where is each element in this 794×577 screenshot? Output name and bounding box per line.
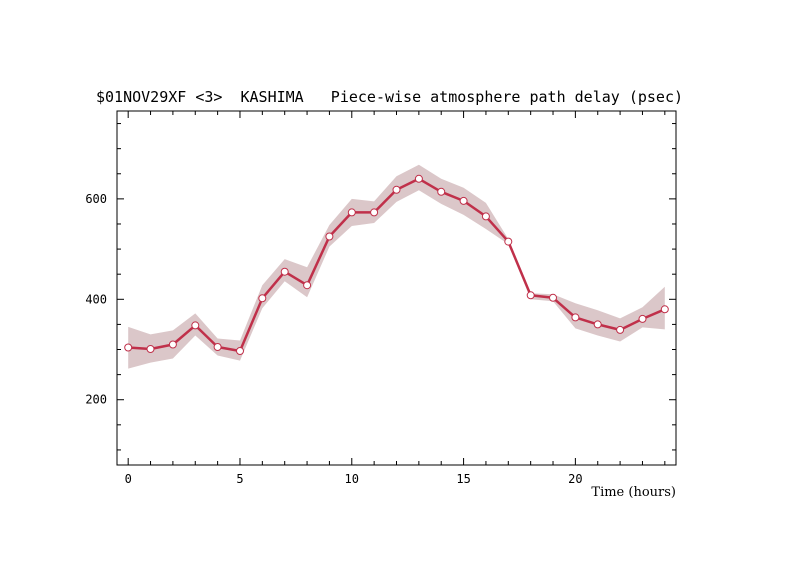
data-point <box>414 174 423 183</box>
data-point <box>571 313 580 322</box>
uncertainty-band <box>128 164 665 369</box>
x-tick-label: 20 <box>568 472 582 486</box>
data-point <box>347 208 356 217</box>
data-point <box>481 212 490 221</box>
data-point <box>549 293 557 302</box>
data-point <box>504 237 513 246</box>
data-point <box>124 343 133 352</box>
data-point <box>370 208 379 217</box>
x-tick-label: 0 <box>125 472 132 486</box>
data-point <box>526 291 535 300</box>
data-point <box>437 187 446 196</box>
plot-area: 0 5 10 15 20 200 400 600 <box>85 110 677 486</box>
data-point <box>236 347 244 355</box>
data-point <box>191 321 200 330</box>
data-point <box>616 325 625 334</box>
data-point <box>660 305 669 314</box>
x-tick-label: 5 <box>236 472 243 486</box>
data-point <box>146 345 155 353</box>
data-point <box>325 232 334 241</box>
data-point <box>258 294 267 303</box>
y-tick-label: 400 <box>85 292 107 306</box>
data-point <box>280 267 289 276</box>
data-point <box>303 281 312 290</box>
data-point <box>392 185 401 194</box>
y-tick-label: 600 <box>85 192 107 206</box>
x-tick-label: 10 <box>345 472 359 486</box>
x-axis-label: Time (hours) <box>591 485 676 500</box>
y-tick-label: 200 <box>85 393 107 407</box>
plot-frame <box>116 110 677 466</box>
chart-title: $01NOV29XF <3> KASHIMA Piece-wise atmosp… <box>96 88 683 106</box>
data-point <box>638 314 647 323</box>
data-point <box>168 340 177 349</box>
x-tick-label: 15 <box>456 472 470 486</box>
data-point <box>213 343 222 351</box>
data-point <box>459 196 468 205</box>
data-point <box>593 320 602 329</box>
